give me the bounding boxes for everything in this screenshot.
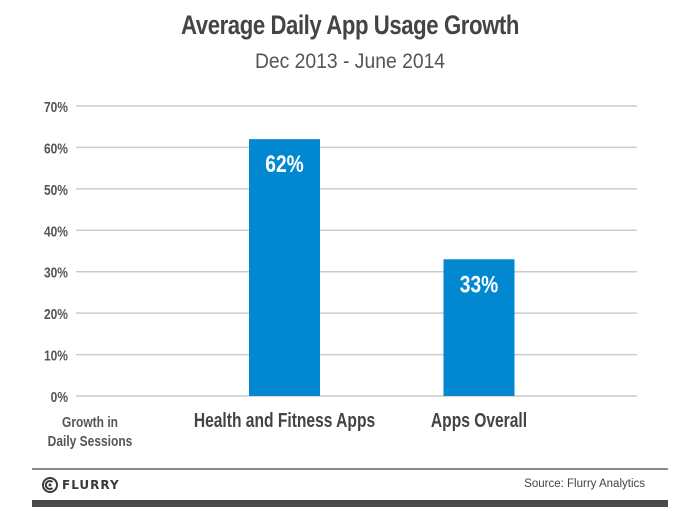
bars: [249, 139, 515, 396]
x-tick-label: Apps Overall: [431, 409, 527, 431]
y-tick-label: 60%: [44, 140, 68, 157]
y-tick-label: 70%: [44, 99, 68, 116]
flurry-logo: FLURRY: [42, 477, 120, 493]
y-tick-label: 0%: [51, 389, 68, 406]
y-axis-label: Growth in Daily Sessions: [48, 414, 133, 450]
y-axis-label-line: Growth in: [62, 414, 118, 431]
x-tick-label: Health and Fitness Apps: [194, 409, 375, 431]
bar-data-label: 33%: [460, 270, 498, 298]
flurry-logo-icon: [42, 477, 58, 493]
y-tick-label: 40%: [44, 223, 68, 240]
y-tick-label: 50%: [44, 182, 68, 199]
chart-title: Average Daily App Usage Growth: [181, 10, 519, 40]
y-tick-label: 10%: [44, 347, 68, 364]
y-tick-label: 30%: [44, 264, 68, 281]
footer-bar: [32, 500, 668, 507]
bar: [443, 259, 515, 396]
bar-data-label: 62%: [265, 150, 303, 178]
source-note: Source: Flurry Analytics: [524, 478, 645, 490]
chart-subtitle: Dec 2013 - June 2014: [254, 50, 446, 73]
flurry-logo-text: FLURRY: [62, 478, 120, 492]
bar-data-labels: 62% 33%: [265, 150, 498, 298]
footer-divider: [32, 468, 668, 470]
bar-chart: 0% 10% 20% 30% 40% 50% 60% 70% 62% 33% Health an…: [44, 99, 637, 450]
bar: [249, 139, 320, 396]
y-tick-label: 20%: [44, 306, 68, 323]
gridlines: [76, 105, 637, 397]
y-tick-labels: 0% 10% 20% 30% 40% 50% 60% 70%: [44, 99, 68, 406]
x-tick-labels: Health and Fitness Apps Apps Overall: [194, 409, 527, 431]
y-axis-label-line: Daily Sessions: [48, 433, 133, 450]
